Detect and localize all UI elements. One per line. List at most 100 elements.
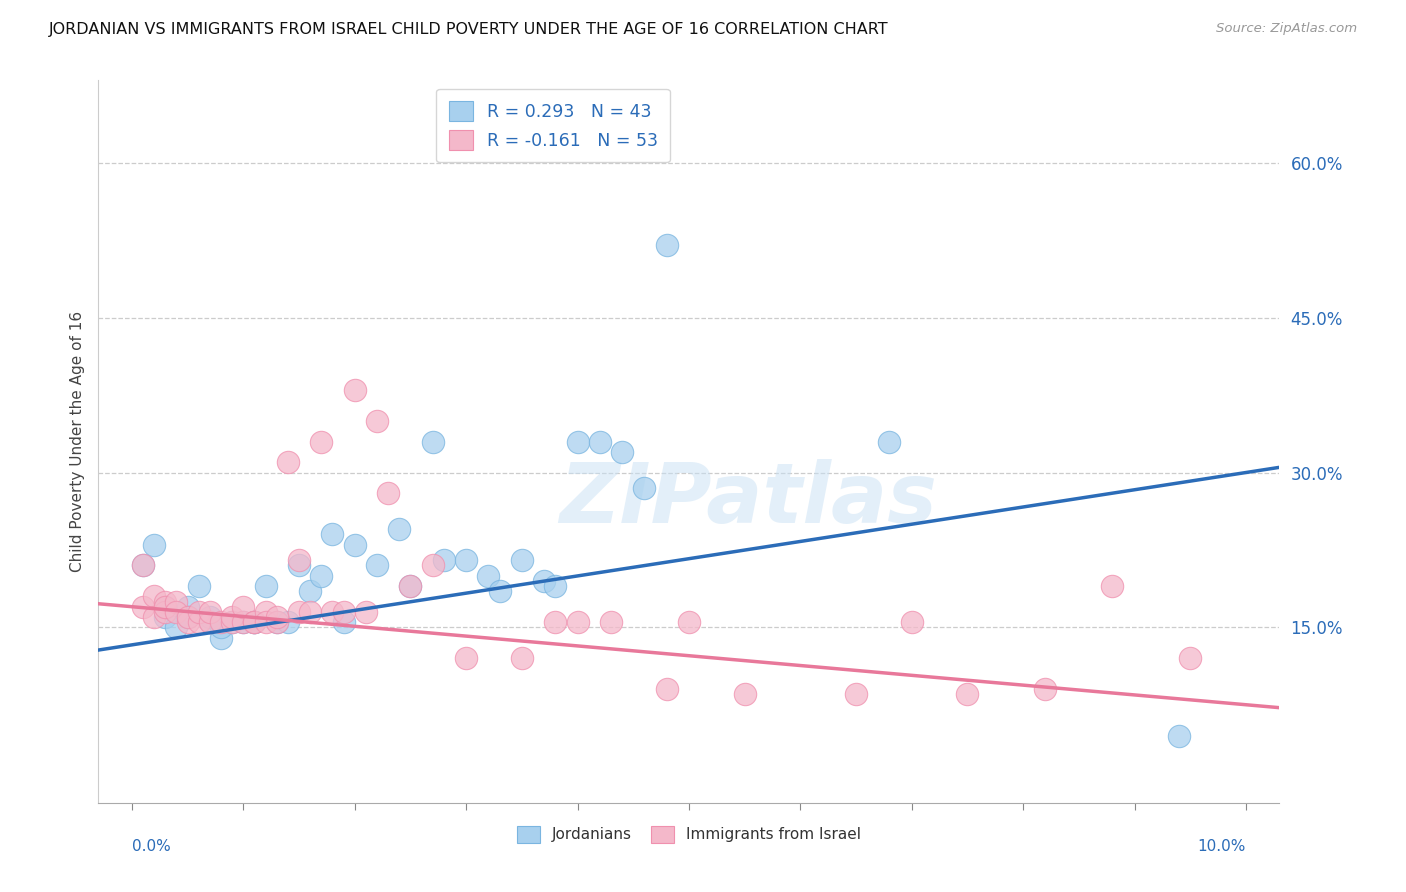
Point bbox=[232, 599, 254, 614]
Point bbox=[388, 522, 411, 536]
Point bbox=[187, 605, 209, 619]
Point bbox=[143, 610, 166, 624]
Point bbox=[321, 527, 343, 541]
Point bbox=[243, 615, 266, 630]
Point bbox=[221, 610, 243, 624]
Point bbox=[155, 599, 177, 614]
Point bbox=[309, 568, 332, 582]
Point bbox=[266, 615, 288, 630]
Point bbox=[610, 445, 633, 459]
Point bbox=[221, 615, 243, 630]
Point bbox=[589, 434, 612, 449]
Point bbox=[343, 538, 366, 552]
Point bbox=[243, 615, 266, 630]
Point bbox=[399, 579, 422, 593]
Point bbox=[266, 610, 288, 624]
Text: 0.0%: 0.0% bbox=[132, 838, 170, 854]
Point bbox=[155, 599, 177, 614]
Point bbox=[221, 615, 243, 630]
Point bbox=[143, 590, 166, 604]
Point bbox=[544, 615, 567, 630]
Point bbox=[198, 605, 221, 619]
Point bbox=[232, 615, 254, 630]
Point bbox=[176, 615, 198, 630]
Point bbox=[332, 605, 354, 619]
Point bbox=[956, 687, 979, 701]
Point bbox=[277, 455, 299, 469]
Point bbox=[567, 434, 589, 449]
Point bbox=[266, 615, 288, 630]
Point bbox=[165, 605, 187, 619]
Point bbox=[143, 538, 166, 552]
Point bbox=[900, 615, 922, 630]
Point bbox=[243, 615, 266, 630]
Point bbox=[176, 610, 198, 624]
Point bbox=[198, 610, 221, 624]
Point bbox=[132, 558, 155, 573]
Point bbox=[132, 558, 155, 573]
Point bbox=[198, 615, 221, 630]
Point bbox=[533, 574, 555, 588]
Point bbox=[366, 414, 388, 428]
Point bbox=[209, 631, 232, 645]
Point bbox=[209, 615, 232, 630]
Point bbox=[456, 553, 478, 567]
Point bbox=[456, 651, 478, 665]
Point bbox=[254, 615, 277, 630]
Point bbox=[299, 605, 322, 619]
Point bbox=[422, 558, 444, 573]
Point bbox=[254, 605, 277, 619]
Point bbox=[299, 584, 322, 599]
Point bbox=[510, 553, 533, 567]
Point bbox=[678, 615, 700, 630]
Point bbox=[377, 486, 399, 500]
Point bbox=[399, 579, 422, 593]
Point bbox=[1180, 651, 1202, 665]
Point bbox=[155, 594, 177, 608]
Point bbox=[488, 584, 510, 599]
Point bbox=[132, 599, 155, 614]
Point bbox=[734, 687, 756, 701]
Point bbox=[187, 615, 209, 630]
Point bbox=[544, 579, 567, 593]
Point bbox=[477, 568, 499, 582]
Point bbox=[155, 605, 177, 619]
Legend: Jordanians, Immigrants from Israel: Jordanians, Immigrants from Israel bbox=[510, 820, 868, 849]
Point bbox=[1035, 682, 1057, 697]
Point bbox=[845, 687, 868, 701]
Point bbox=[567, 615, 589, 630]
Point bbox=[1168, 729, 1191, 743]
Text: Source: ZipAtlas.com: Source: ZipAtlas.com bbox=[1216, 22, 1357, 36]
Point bbox=[600, 615, 623, 630]
Point bbox=[422, 434, 444, 449]
Point bbox=[510, 651, 533, 665]
Y-axis label: Child Poverty Under the Age of 16: Child Poverty Under the Age of 16 bbox=[69, 311, 84, 572]
Point bbox=[655, 238, 678, 252]
Point bbox=[321, 605, 343, 619]
Point bbox=[354, 605, 377, 619]
Point bbox=[165, 594, 187, 608]
Point bbox=[655, 682, 678, 697]
Point bbox=[254, 579, 277, 593]
Point bbox=[243, 615, 266, 630]
Point bbox=[309, 434, 332, 449]
Point bbox=[433, 553, 456, 567]
Point bbox=[176, 610, 198, 624]
Point bbox=[879, 434, 901, 449]
Point bbox=[209, 620, 232, 634]
Text: ZIPatlas: ZIPatlas bbox=[560, 458, 936, 540]
Point bbox=[1101, 579, 1123, 593]
Point bbox=[176, 599, 198, 614]
Text: JORDANIAN VS IMMIGRANTS FROM ISRAEL CHILD POVERTY UNDER THE AGE OF 16 CORRELATIO: JORDANIAN VS IMMIGRANTS FROM ISRAEL CHIL… bbox=[49, 22, 889, 37]
Point bbox=[165, 620, 187, 634]
Point bbox=[332, 615, 354, 630]
Point bbox=[198, 615, 221, 630]
Text: 10.0%: 10.0% bbox=[1198, 838, 1246, 854]
Point bbox=[633, 481, 655, 495]
Point bbox=[232, 615, 254, 630]
Point bbox=[288, 558, 311, 573]
Point bbox=[288, 605, 311, 619]
Point bbox=[155, 610, 177, 624]
Point bbox=[343, 383, 366, 397]
Point bbox=[187, 579, 209, 593]
